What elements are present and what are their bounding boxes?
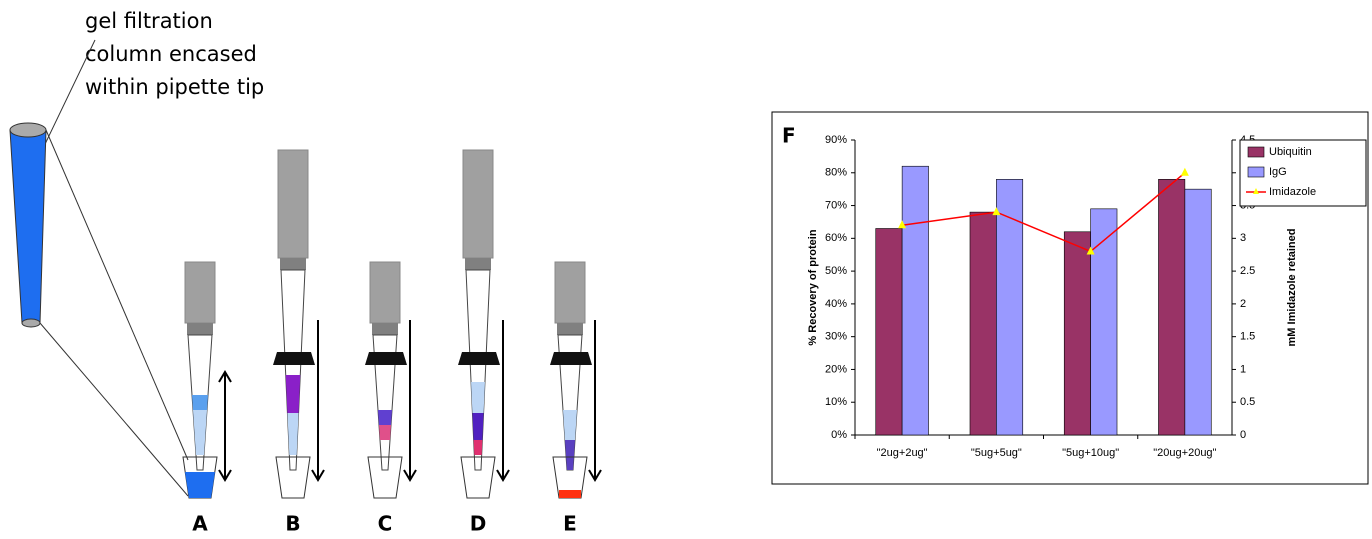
bar: [875, 228, 903, 436]
legend-label: Ubiquitin: [1269, 146, 1312, 158]
tip-content: [287, 413, 299, 455]
arrow-head: [311, 469, 325, 482]
marker: [992, 207, 1001, 216]
tip-cap-base: [465, 258, 491, 270]
annotation-line: gel filtration: [85, 9, 213, 33]
tube: [367, 456, 403, 499]
column-bottom: [21, 318, 41, 328]
line: [902, 172, 1186, 253]
y-axis-title: % Recovery of protein: [807, 229, 819, 345]
tip-body: [280, 269, 306, 471]
y2-axis-title: mM Imidazole retained: [1286, 229, 1298, 347]
tube: [275, 456, 311, 499]
bar: [901, 165, 929, 436]
annotation-line: within pipette tip: [85, 75, 264, 99]
y2-tick-label: 0.5: [1240, 396, 1255, 408]
tip-cap: [184, 261, 216, 324]
collar: [550, 352, 592, 365]
y-tick-label: 70%: [825, 199, 847, 211]
panel-label: D: [470, 512, 487, 536]
bar: [1184, 188, 1212, 436]
arrow-head: [218, 370, 232, 383]
panel-label: C: [378, 512, 393, 536]
y-tick-label: 80%: [825, 167, 847, 179]
legend-label: Imidazole: [1269, 186, 1316, 198]
collar: [273, 352, 315, 365]
panel-label: E: [563, 512, 577, 536]
marker: [1086, 246, 1095, 255]
tip-content: [192, 395, 208, 410]
y-tick-label: 60%: [825, 232, 847, 244]
tip-cap: [462, 149, 494, 259]
arrow-head: [496, 469, 510, 482]
panel-label: B: [285, 512, 300, 536]
tip-content: [378, 410, 392, 425]
tip-cap-base: [557, 323, 583, 335]
y-tick-label: 40%: [825, 298, 847, 310]
y-tick-label: 30%: [825, 331, 847, 343]
tip-body: [465, 269, 491, 471]
tip-cap-base: [187, 323, 213, 335]
collar: [365, 352, 407, 365]
legend-swatch: [1247, 146, 1265, 158]
marker: [1180, 167, 1189, 176]
tip-content: [472, 413, 484, 440]
tip-cap-base: [280, 258, 306, 270]
eluate: [559, 490, 581, 498]
y2-tick-label: 1: [1240, 363, 1246, 375]
arrow-head: [218, 469, 232, 482]
tip-content: [565, 440, 575, 470]
y-tick-label: 50%: [825, 265, 847, 277]
legend-label: IgG: [1269, 166, 1287, 178]
tip-cap: [554, 261, 586, 324]
tip-content: [563, 410, 577, 440]
tip-cap: [369, 261, 401, 324]
tube: [460, 456, 496, 499]
tip-cap-base: [372, 323, 398, 335]
panel-label: F: [782, 124, 796, 148]
column-top: [9, 122, 47, 138]
y-tick-label: 20%: [825, 363, 847, 375]
tip-content: [193, 410, 207, 455]
x-tick-label: "5ug+5ug": [971, 447, 1022, 459]
y2-tick-label: 0: [1240, 429, 1246, 441]
zoom-line: [39, 322, 189, 497]
tip-content: [473, 440, 483, 455]
y2-tick-label: 3: [1240, 232, 1246, 244]
zoom-line: [45, 129, 189, 461]
arrow-head: [588, 469, 602, 482]
y-tick-label: 10%: [825, 396, 847, 408]
x-tick-label: "20ug+20ug": [1153, 447, 1216, 459]
annotation-line: column encased: [85, 42, 257, 66]
marker: [898, 220, 907, 229]
eluate: [185, 472, 215, 498]
x-tick-label: "5ug+10ug": [1062, 447, 1119, 459]
arrow-head: [403, 469, 417, 482]
tip-content: [285, 375, 301, 413]
bar: [1090, 208, 1118, 436]
panel-label: A: [192, 512, 208, 536]
legend-swatch: [1247, 166, 1265, 178]
y-tick-label: 90%: [825, 134, 847, 146]
tip-content: [379, 425, 391, 440]
y2-tick-label: 2: [1240, 298, 1246, 310]
x-tick-label: "2ug+2ug": [877, 447, 928, 459]
annotation: gel filtration column encased within pip…: [85, 9, 264, 99]
legend-marker: [1253, 188, 1259, 194]
column: [9, 129, 47, 324]
y2-tick-label: 2.5: [1240, 265, 1255, 277]
bar: [1063, 231, 1091, 436]
collar: [458, 352, 500, 365]
tip-cap: [277, 149, 309, 259]
y2-tick-label: 1.5: [1240, 331, 1255, 343]
y-tick-label: 0%: [831, 429, 847, 441]
bar: [1158, 179, 1186, 436]
bar: [969, 211, 997, 436]
tip-content: [471, 382, 485, 413]
